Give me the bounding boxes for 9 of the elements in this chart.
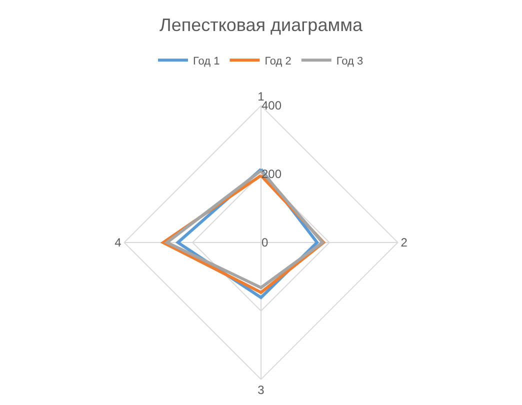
spoke-label: 3 [258, 383, 265, 398]
spoke-label: 4 [114, 236, 122, 250]
spoke-label: 1 [258, 89, 265, 104]
legend-label: Год 2 [264, 55, 292, 68]
chart-title: Лепестковая диаграмма [160, 14, 364, 35]
y-tick-label: 0 [262, 235, 268, 250]
legend-label: Год 3 [336, 55, 364, 68]
legend-label: Год 1 [193, 55, 220, 68]
spoke-label: 2 [400, 236, 408, 250]
